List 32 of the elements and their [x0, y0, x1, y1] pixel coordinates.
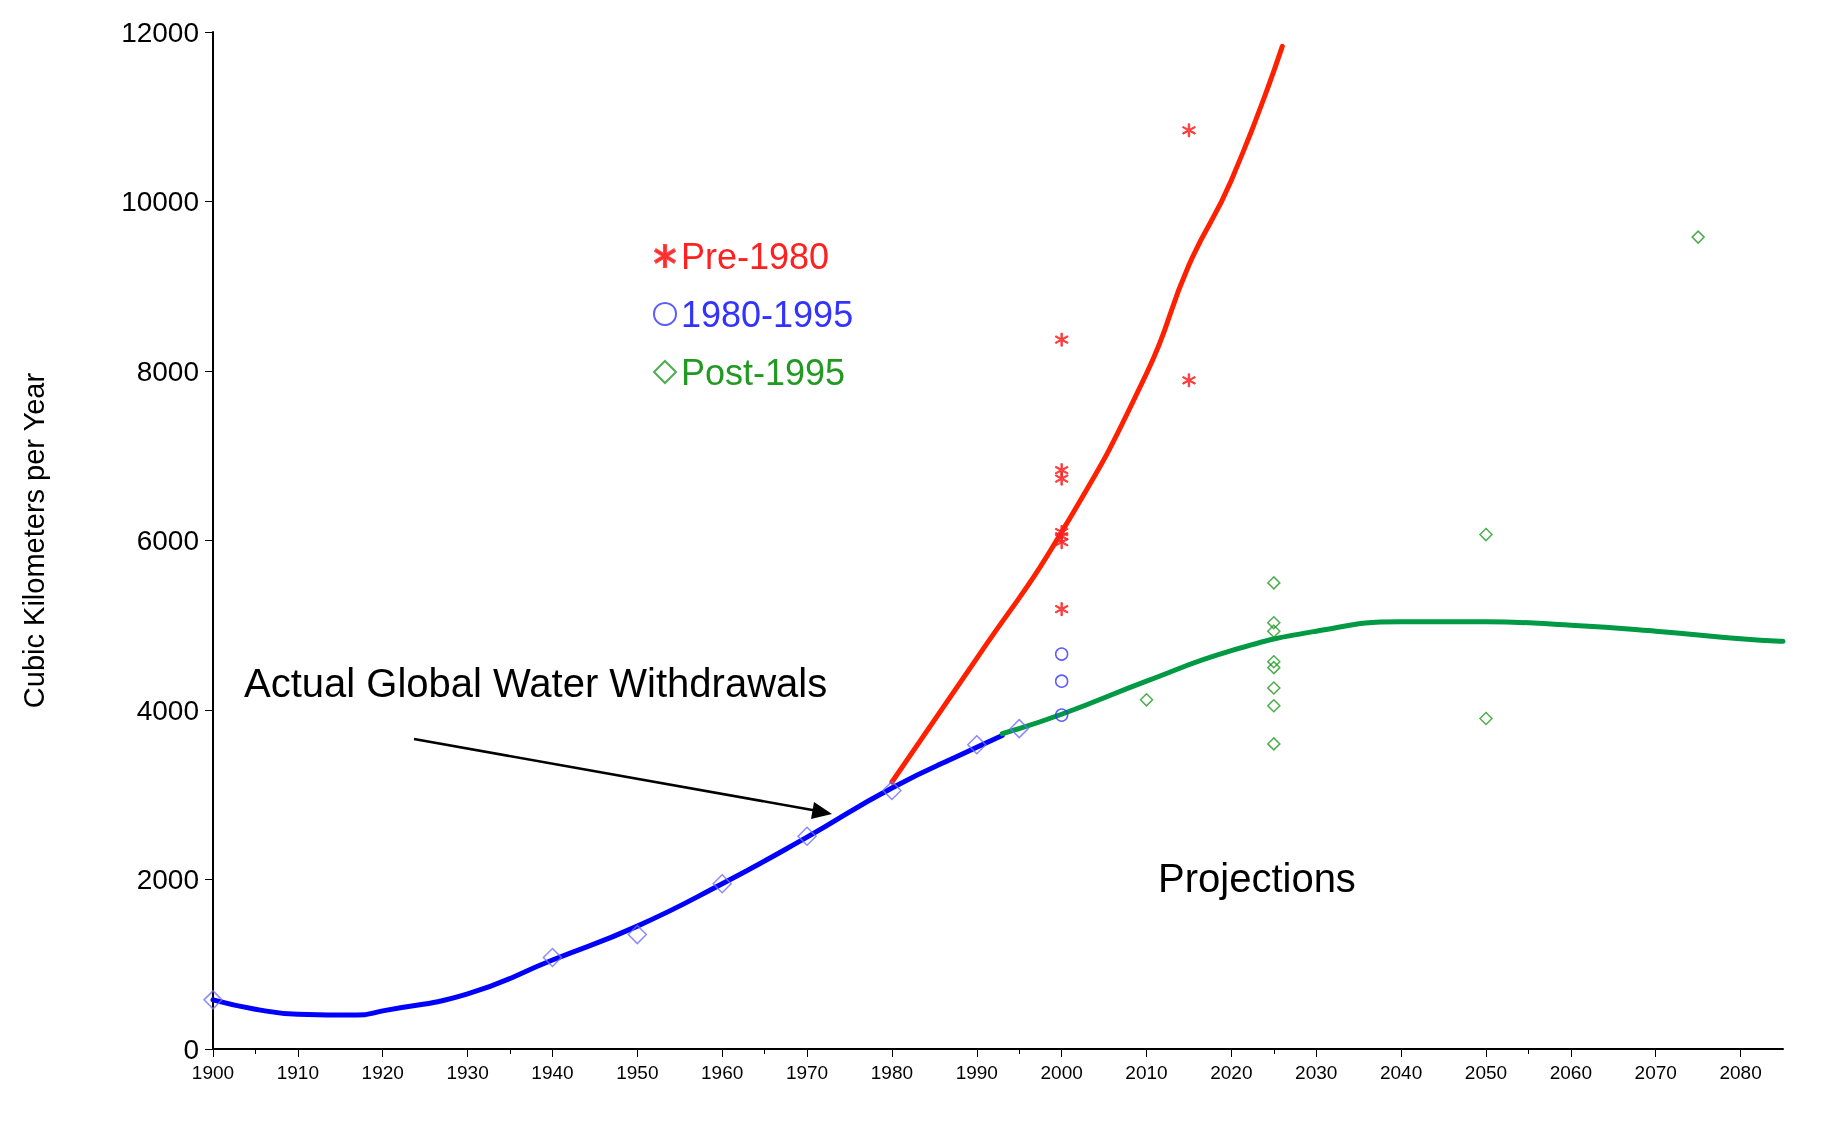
x-tick-label: 2040	[1379, 1062, 1423, 1083]
x-tick-label: 1950	[616, 1062, 659, 1083]
x-tick-label: 1980	[870, 1062, 914, 1083]
legend-label: 1980-1995	[681, 293, 854, 335]
x-tick-label: 2000	[1040, 1062, 1083, 1083]
x-tick-label: 2030	[1295, 1062, 1338, 1083]
legend-label: Post-1995	[681, 351, 846, 393]
x-tick-label: 1900	[191, 1062, 235, 1083]
y-tick-label: 4000	[136, 694, 199, 726]
annotation: Projections	[1158, 856, 1356, 900]
y-tick-label: 6000	[136, 525, 199, 556]
x-tick-label: 1960	[701, 1062, 744, 1083]
x-tick-label: 2050	[1464, 1062, 1508, 1083]
legend-label: Pre-1980	[681, 235, 830, 277]
x-tick-label: 1990	[955, 1062, 998, 1083]
x-tick-label: 2080	[1719, 1062, 1762, 1083]
y-tick-label: 8000	[136, 355, 199, 387]
x-tick-label: 1940	[531, 1062, 574, 1083]
x-tick-label: 1910	[276, 1062, 320, 1083]
x-tick-label: 1930	[446, 1062, 489, 1083]
y-tick-label: 2000	[136, 864, 199, 895]
y-tick-label: 10000	[121, 186, 199, 217]
x-tick-label: 2010	[1125, 1062, 1168, 1083]
y-tick-label: 12000	[121, 16, 199, 48]
annotation: Actual Global Water Withdrawals	[244, 661, 828, 705]
x-tick-label: 1920	[361, 1062, 404, 1083]
x-tick-label: 2020	[1210, 1062, 1253, 1083]
x-tick-label: 2070	[1634, 1062, 1677, 1083]
x-tick-label: 1970	[785, 1062, 829, 1083]
y-axis-title: Cubic Kilometers per Year	[17, 372, 50, 709]
y-tick-label: 0	[183, 1033, 199, 1065]
x-tick-label: 2060	[1549, 1062, 1592, 1083]
